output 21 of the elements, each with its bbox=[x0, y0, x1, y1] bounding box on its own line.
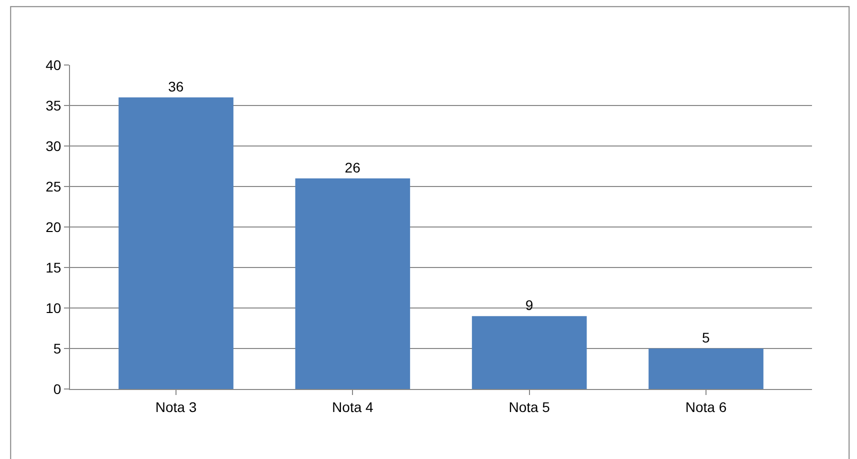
bar bbox=[295, 178, 410, 389]
y-tick-label: 5 bbox=[53, 340, 62, 356]
data-label: 36 bbox=[168, 78, 184, 94]
y-tick-label: 30 bbox=[46, 138, 62, 154]
y-tick-label: 0 bbox=[53, 380, 62, 397]
bar bbox=[472, 316, 587, 389]
bar bbox=[118, 97, 234, 389]
y-tick-label: 10 bbox=[46, 300, 62, 316]
x-tick-label: Nota 6 bbox=[685, 398, 727, 415]
y-tick-label: 25 bbox=[46, 178, 62, 194]
data-label: 9 bbox=[525, 297, 534, 314]
x-tick-label: Nota 4 bbox=[332, 398, 374, 415]
y-tick-label: 40 bbox=[46, 56, 62, 73]
x-tick-label: Nota 3 bbox=[155, 398, 197, 415]
y-tick-label: 20 bbox=[46, 218, 62, 235]
bar bbox=[648, 348, 764, 389]
y-tick-label: 35 bbox=[46, 97, 62, 114]
y-tick-label: 15 bbox=[46, 259, 62, 276]
x-tick-label: Nota 5 bbox=[508, 398, 550, 415]
data-label: 26 bbox=[344, 159, 361, 176]
data-label: 5 bbox=[702, 330, 710, 346]
